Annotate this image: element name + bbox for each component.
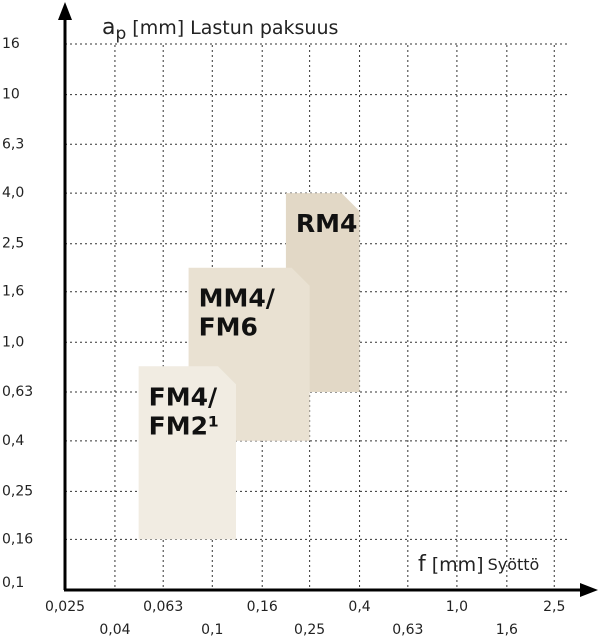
x-tick-label: 0,4 (348, 599, 370, 615)
y-tick-label: 6,3 (2, 136, 24, 152)
y-tick-label: 0,4 (2, 433, 24, 449)
region-label: FM4/ (149, 382, 218, 411)
region-label: MM4/ (199, 284, 276, 313)
x-arrow (580, 583, 598, 597)
region-label: RM4 (296, 209, 358, 238)
y-symbol: a (102, 15, 115, 40)
x-tick-label: 1,0 (446, 599, 468, 615)
y-tick-label: 0,16 (2, 531, 33, 547)
y-subscript: p (115, 24, 126, 44)
y-tick-label: 0,1 (2, 575, 24, 591)
x-tick-label: 1,6 (496, 622, 518, 638)
y-tick-label: 4,0 (2, 185, 24, 201)
region-label: FM6 (199, 313, 258, 342)
y-tick-label: 0,25 (2, 483, 33, 499)
x-unit: [mm] (432, 554, 484, 576)
y-unit: [mm] (132, 17, 184, 39)
x-symbol: f (418, 552, 427, 577)
regions (138, 193, 360, 540)
x-tick-label: 0,04 (99, 622, 130, 638)
y-tick-label: 0,63 (2, 384, 33, 400)
y-tick-label: 10 (2, 87, 20, 103)
y-name: Lastun paksuus (190, 17, 338, 39)
x-axis-title: f [mm] Syöttö (418, 552, 539, 577)
y-axis-title: ap [mm] Lastun paksuus (102, 15, 338, 44)
x-tick-label: 0,025 (45, 599, 85, 615)
x-tick-label: 0,63 (392, 622, 423, 638)
x-name: Syöttö (488, 555, 540, 574)
x-tick-label: 0,25 (294, 622, 325, 638)
y-tick-label: 2,5 (2, 236, 24, 252)
x-tick-label: 0,063 (143, 599, 183, 615)
y-arrow (58, 2, 72, 20)
region-label: FM2¹ (149, 411, 219, 440)
y-tick-label: 16 (2, 36, 20, 52)
x-tick-label: 0,1 (201, 622, 223, 638)
x-tick-label: 0,16 (247, 599, 278, 615)
region (138, 366, 236, 540)
x-tick-label: 2,5 (543, 599, 565, 615)
y-tick-label: 1,0 (2, 334, 24, 350)
y-tick-label: 1,6 (2, 284, 24, 300)
